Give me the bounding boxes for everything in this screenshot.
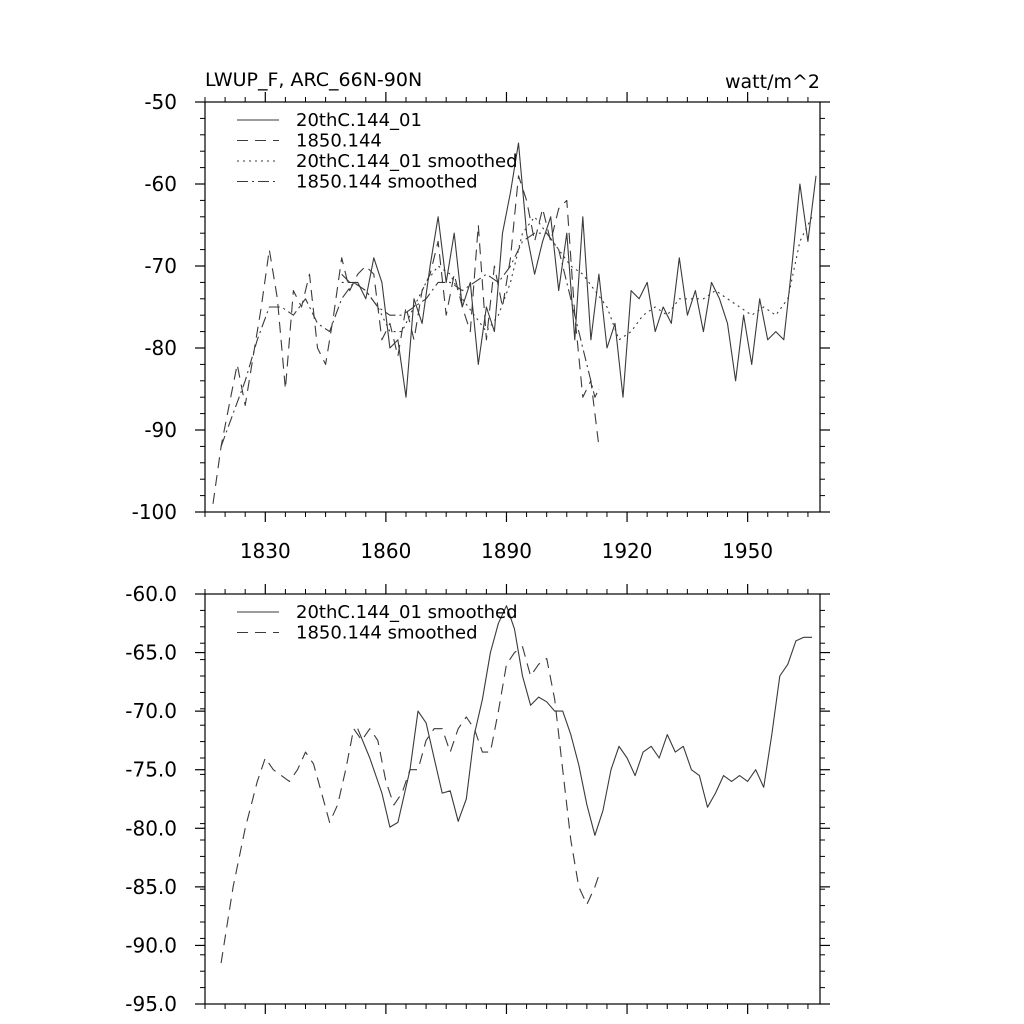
series-line-20thc-144-01 [341,142,817,398]
x-tick-label: 1860 [360,539,411,563]
y-tick-label: -80 [144,336,177,360]
x-tick-label: 1890 [481,539,532,563]
y-tick-label: -80.0 [125,816,177,840]
y-tick-label: -95.0 [125,992,177,1016]
y-tick-labels: -60.0 -65.0 -70.0 -75.0 -80.0 -85.0 -90.0 -95.0 [125,582,177,1016]
series-lines [212,142,817,504]
y-tick-label: -60 [144,172,177,196]
y-tick-label: -50 [144,90,177,114]
legend-label-20thc-144-01-smoothed: 20thC.144_01 smoothed [296,602,518,623]
legend-label-20thc-144-01: 20thC.144_01 [296,110,422,131]
y-tick-label: -90 [144,418,177,442]
y-tick-label: -70 [144,254,177,278]
y-tick-label: -100 [132,500,177,524]
y-tick-label: -85.0 [125,875,177,899]
plot-frame [204,593,821,1005]
tick-marks [195,92,830,522]
chart-title: LWUP_F, ARC_66N-90N [205,69,422,91]
legend-label-1850-144-smoothed: 1850.144 smoothed [296,623,478,644]
series-line-1850-144-smoothed [220,646,600,964]
units-label: watt/m^2 [725,71,820,93]
y-tick-label: -70.0 [125,699,177,723]
top-panel: LWUP_F, ARC_66N-90N watt/m^2 -50 -60 -70 -8… [132,69,830,563]
legend-label-1850-144-smoothed: 1850.144 smoothed [296,172,478,193]
series-line-20thc-144-01-smoothed [357,605,812,836]
legend-label-20thc-144-01-smoothed: 20thC.144_01 smoothed [296,151,518,172]
series-line-20thc-144-01-smoothed [341,216,813,341]
x-tick-labels: 1830 1860 1890 1920 1950 [240,539,773,563]
plot-frame [204,101,821,513]
legend-label-1850-144: 1850.144 [296,131,382,152]
y-tick-label: -90.0 [125,933,177,957]
bottom-panel: -60.0 -65.0 -70.0 -75.0 -80.0 -85.0 -90.0 -95.0… [125,582,830,1016]
series-line-1850-144 [212,175,600,504]
x-tick-label: 1950 [722,539,773,563]
y-tick-label: -60.0 [125,582,177,606]
y-tick-labels: -50 -60 -70 -80 -90 -100 [132,90,177,524]
tick-marks [195,584,830,1014]
x-tick-label: 1920 [602,539,653,563]
series-lines [220,605,812,964]
y-tick-label: -65.0 [125,641,177,665]
x-tick-label: 1830 [240,539,291,563]
y-tick-label: -75.0 [125,758,177,782]
series-line-1850-144-smoothed [220,232,600,447]
